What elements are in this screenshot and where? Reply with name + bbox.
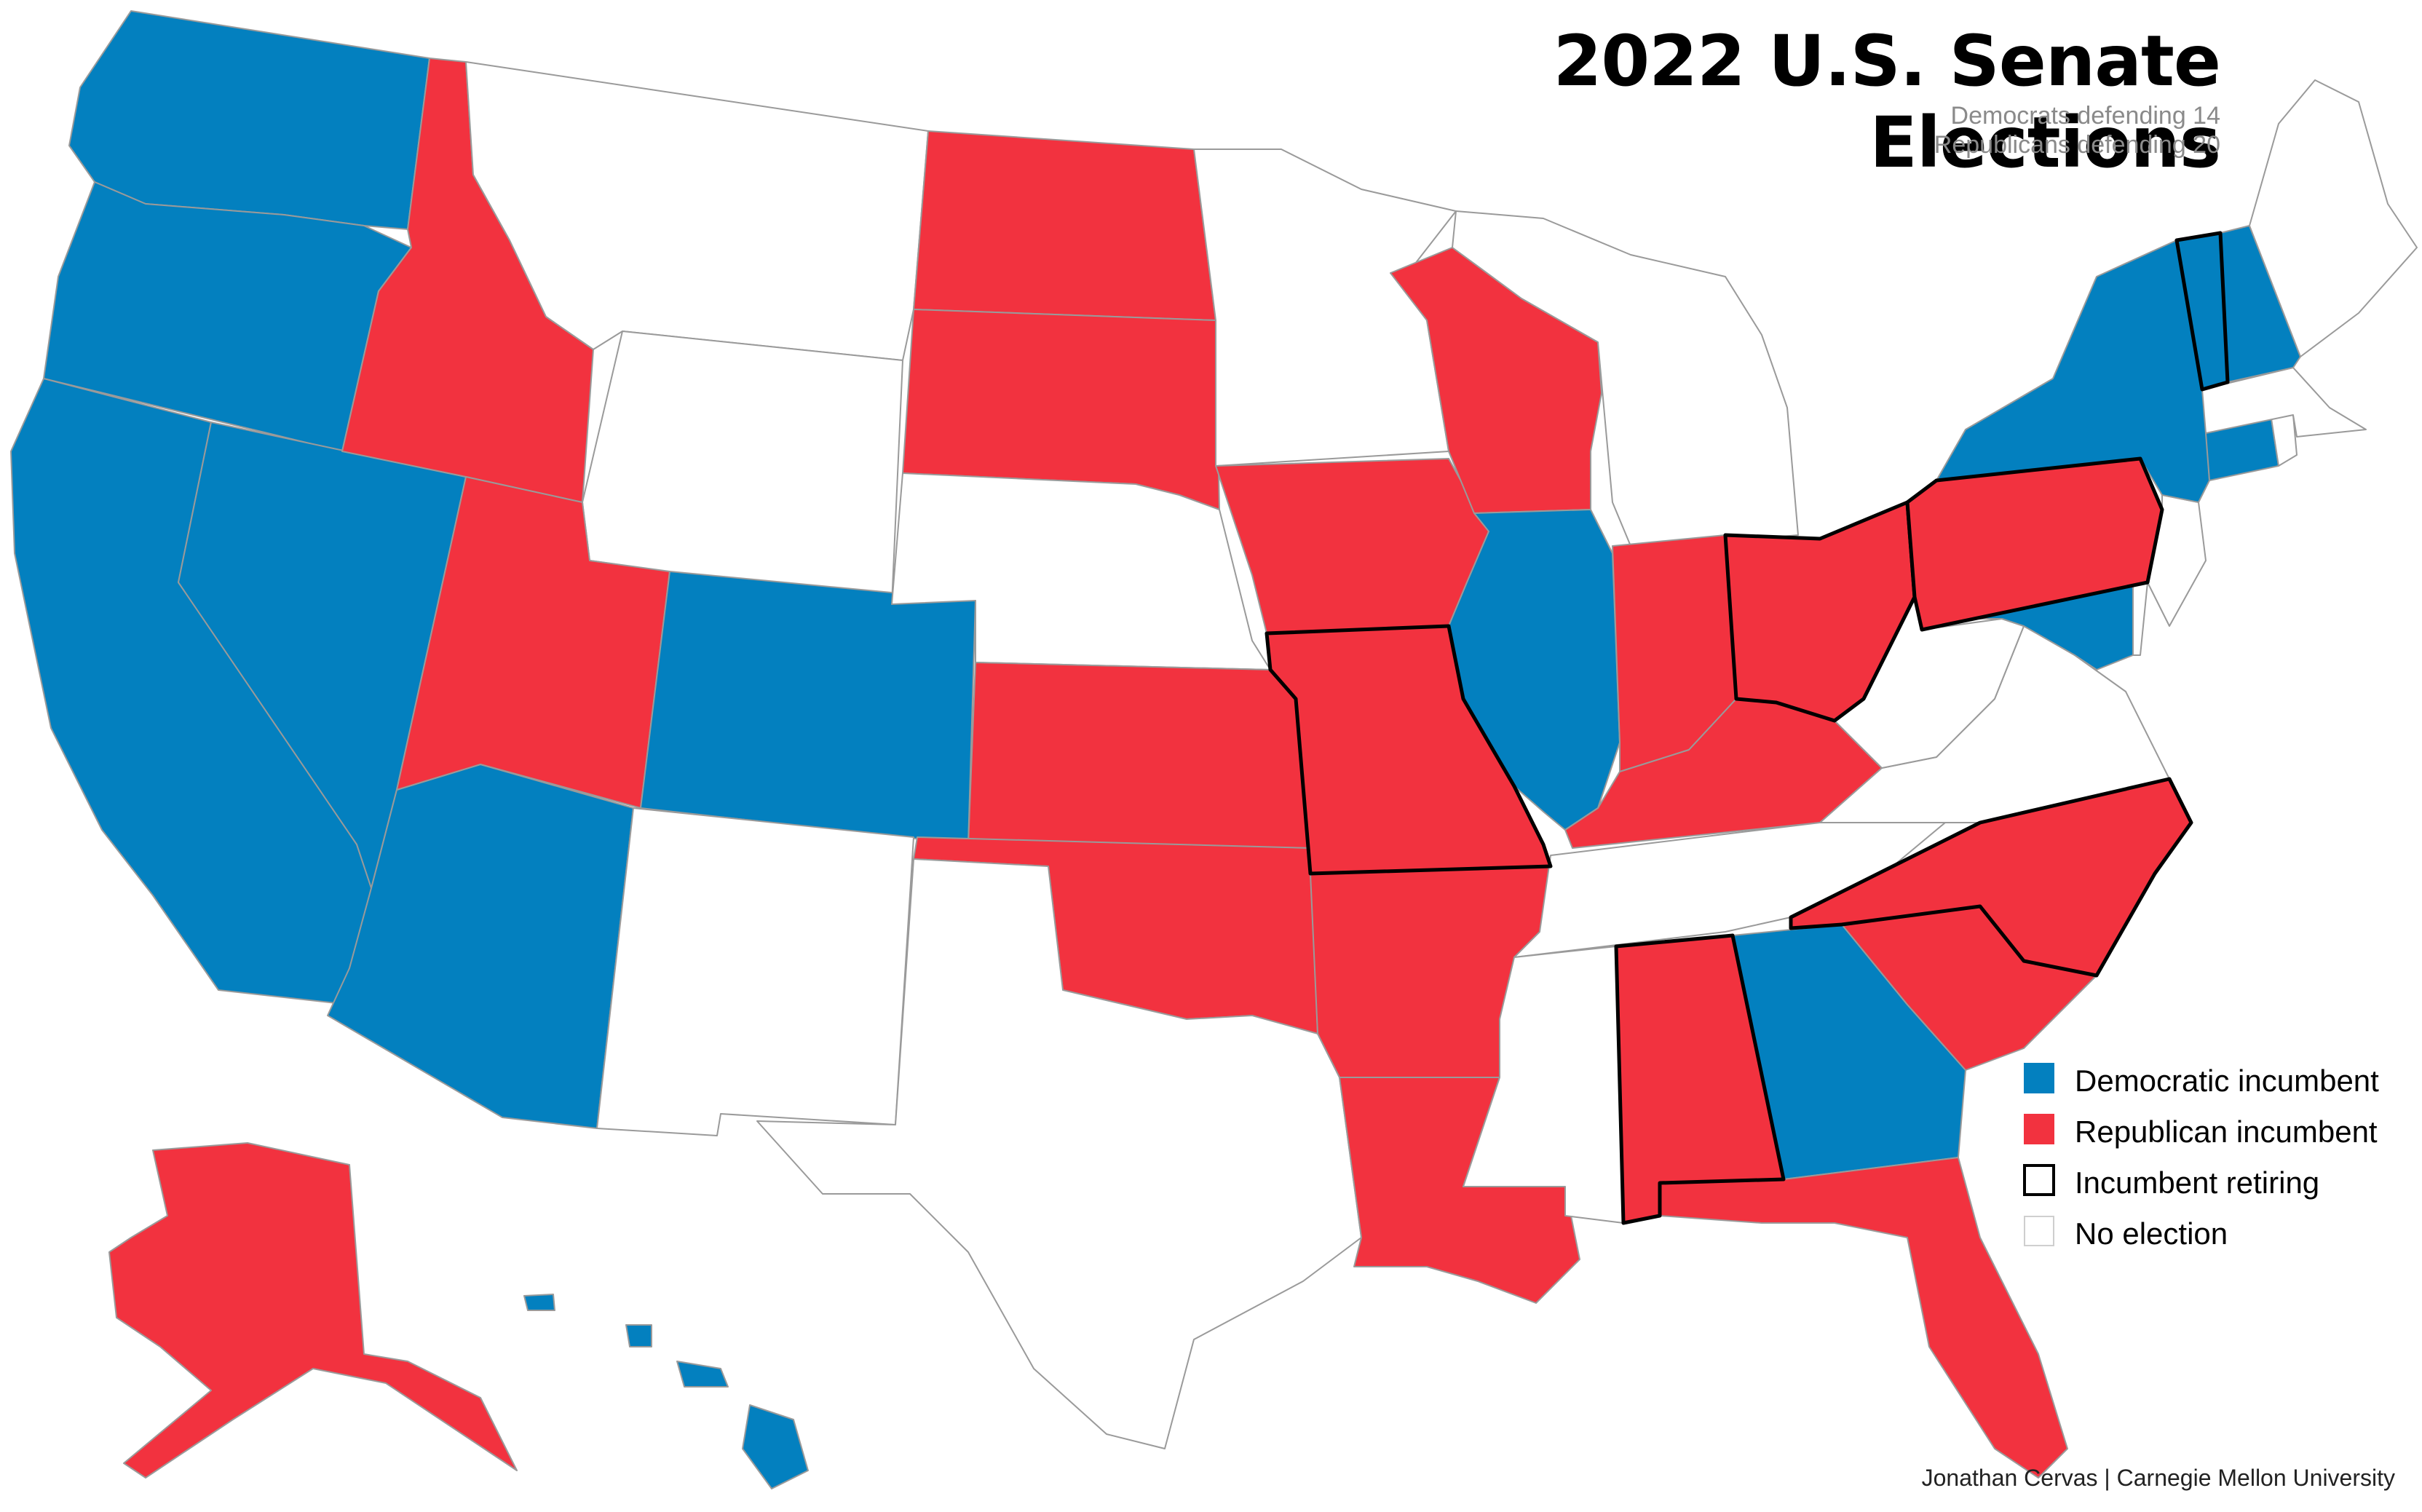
state-HI[interactable]: [523, 1294, 809, 1489]
state-MO[interactable]: [1265, 624, 1553, 876]
legend-item-none: No election: [2022, 1208, 2415, 1259]
legend-label-none: No election: [2075, 1216, 2228, 1251]
legend-label-retiring: Incumbent retiring: [2075, 1165, 2320, 1200]
state-ME[interactable]: [2249, 79, 2418, 357]
map-title: 2022 U.S. Senate Elections: [1553, 20, 2221, 183]
state-TX[interactable]: [756, 858, 1362, 1449]
legend-swatch-republican: [2024, 1114, 2054, 1144]
state-DE[interactable]: [2132, 582, 2148, 656]
subtitle-republicans: Republicans defending 20: [1934, 131, 2220, 159]
state-VT[interactable]: [2174, 231, 2230, 392]
author-credit: Jonathan Cervas | Carnegie Mellon Univer…: [1921, 1465, 2395, 1491]
state-NE[interactable]: [891, 472, 1271, 670]
subtitle-democrats: Democrats defending 14: [1950, 102, 2220, 130]
state-AK[interactable]: [108, 1142, 518, 1479]
legend-swatch-none: [2024, 1216, 2054, 1246]
state-ND[interactable]: [913, 130, 1216, 321]
legend-swatch-retiring: [2023, 1164, 2055, 1196]
state-NC[interactable]: [1789, 777, 2193, 978]
state-NM[interactable]: [596, 807, 914, 1136]
state-IA[interactable]: [1215, 458, 1489, 634]
legend-label-democratic: Democratic incumbent: [2075, 1064, 2379, 1098]
legend-item-retiring: Incumbent retiring: [2022, 1157, 2415, 1208]
state-AL[interactable]: [1614, 933, 1786, 1225]
state-KS[interactable]: [967, 662, 1311, 849]
state-MA[interactable]: [2201, 367, 2367, 438]
legend-label-republican: Republican incumbent: [2075, 1115, 2378, 1149]
legend: Democratic incumbent Republican incumben…: [2022, 1056, 2415, 1259]
state-CO[interactable]: [640, 571, 976, 845]
legend-item-republican: Republican incumbent: [2022, 1107, 2415, 1157]
legend-item-democratic: Democratic incumbent: [2022, 1056, 2415, 1107]
state-NY[interactable]: [1936, 240, 2210, 503]
state-WY[interactable]: [582, 330, 903, 605]
state-FL[interactable]: [1659, 1157, 2068, 1479]
state-OH[interactable]: [1723, 500, 1917, 723]
legend-swatch-democratic: [2024, 1063, 2054, 1093]
state-PA[interactable]: [1905, 456, 2164, 632]
